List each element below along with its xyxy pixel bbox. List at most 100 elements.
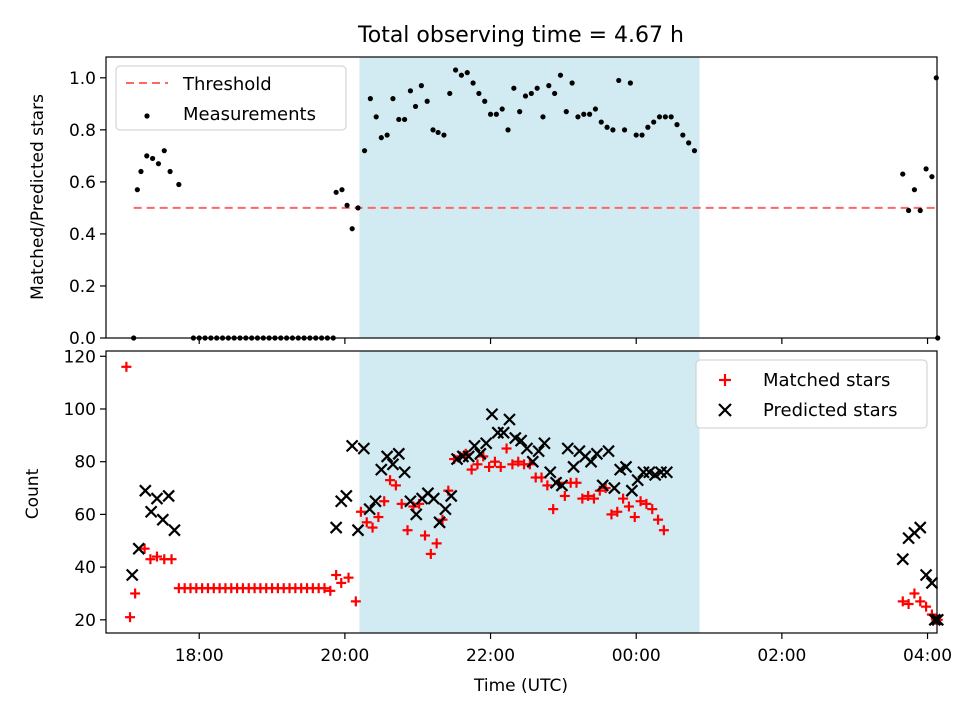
predicted-stars-point [462,450,475,463]
bottom-panel: 20 40 60 80 100 120 18:00 20:00 22:00 00:00 02:00… [23,347,952,696]
matched-stars-point [151,551,162,562]
matched-stars-point [623,501,634,512]
measurement-point [418,83,424,89]
measurement-point [923,166,929,172]
measurement-point [929,174,935,180]
top-legend: Threshold Measurements [115,65,347,131]
measurement-point [639,132,645,138]
predicted-stars-series [125,407,945,627]
legend-matched-swatch [719,374,731,386]
bottom-y-tick-label: 80 [74,453,96,473]
measurement-point [662,114,668,120]
measurement-point [552,90,558,97]
top-y-tick-label: 0.2 [69,277,96,297]
measurement-point [373,114,379,120]
measurement-point [905,207,912,214]
predicted-stars-point [398,465,411,479]
measurement-point [344,202,350,208]
measurement-point [598,119,604,125]
measurement-point [604,124,610,130]
predicted-stars-point [369,494,382,508]
matched-stars-point [577,493,588,504]
predicted-stars-point [468,439,481,453]
predicted-stars-point [139,484,152,497]
x-axis-label: Time (UTC) [473,676,568,696]
predicted-stars-point [602,444,615,458]
predicted-stars-point [150,492,164,505]
matched-stars-point [513,456,524,467]
measurement-point [933,75,939,81]
measurement-point [487,111,494,117]
predicted-stars-point [392,447,406,461]
top-y-tick-label: 0.8 [69,121,96,141]
matched-stars-point [425,548,436,559]
measurement-point [144,153,150,159]
matched-stars-point [606,509,617,520]
measurement-point [430,127,436,133]
measurement-point [656,114,663,120]
matched-stars-point [915,596,926,607]
x-tick-label: 22:00 [466,646,515,666]
measurement-point [645,124,651,130]
predicted-stars-point [625,484,639,497]
measurement-point [680,132,686,138]
measurement-point [361,148,368,154]
measurement-point [424,98,430,104]
matched-stars-point [484,461,495,472]
measurement-point [384,132,390,138]
measurement-point [407,88,414,94]
predicted-stars-point [660,465,674,479]
bottom-y-tick-label: 60 [74,505,96,525]
top-y-axis-label: Matched/Predicted stars [28,94,48,300]
measurement-point [505,127,511,133]
matched-stars-point [909,588,920,599]
measurement-point [592,106,599,112]
measurement-point [511,85,517,91]
predicted-stars-point [931,613,945,627]
predicted-stars-point [474,447,487,461]
measurement-point [333,189,339,195]
measurement-point [691,148,698,154]
predicted-stars-point [409,508,423,521]
measurement-point [534,85,540,91]
predicted-stars-point [928,613,942,627]
top-legend-box [115,65,347,131]
predicted-stars-point [503,413,516,426]
top-shaded-region [359,57,700,338]
x-tick-label: 02:00 [757,646,806,666]
measurement-point [540,114,546,120]
predicted-stars-point [404,494,417,508]
predicted-stars-point [125,568,139,582]
measurement-point [470,80,476,86]
matched-stars-point [431,538,442,549]
bottom-axes-frame [105,350,938,634]
matched-stars-point [350,596,361,607]
measurements-series [131,67,941,341]
predicted-stars-point [485,407,499,421]
measurement-point [349,226,355,232]
measurement-point [155,161,162,167]
predicted-stars-point [340,489,353,503]
matched-stars-point [588,493,599,504]
predicted-stars-point [351,523,365,537]
measurement-point [499,106,505,112]
x-tick-label: 18:00 [175,646,224,666]
measurement-point [581,111,587,117]
matched-stars-point [385,475,396,486]
measurement-point [546,83,552,89]
bottom-x-ticks: 18:00 20:00 22:00 00:00 02:00 04:00 [175,633,952,666]
measurement-point [378,135,384,141]
matched-stars-point [641,498,652,509]
measurement-point [668,114,674,120]
measurement-point [435,129,441,136]
top-x-ticks [198,338,929,344]
measurement-point [396,116,402,123]
matched-stars-point [139,543,150,554]
measurement-point [517,109,523,115]
x-tick-label: 04:00 [903,646,952,666]
bottom-legend-box [695,359,928,429]
matched-stars-point [583,490,594,501]
predicted-stars-point [168,523,181,537]
figure-title: Total observing time = 4.67 h [357,23,684,48]
